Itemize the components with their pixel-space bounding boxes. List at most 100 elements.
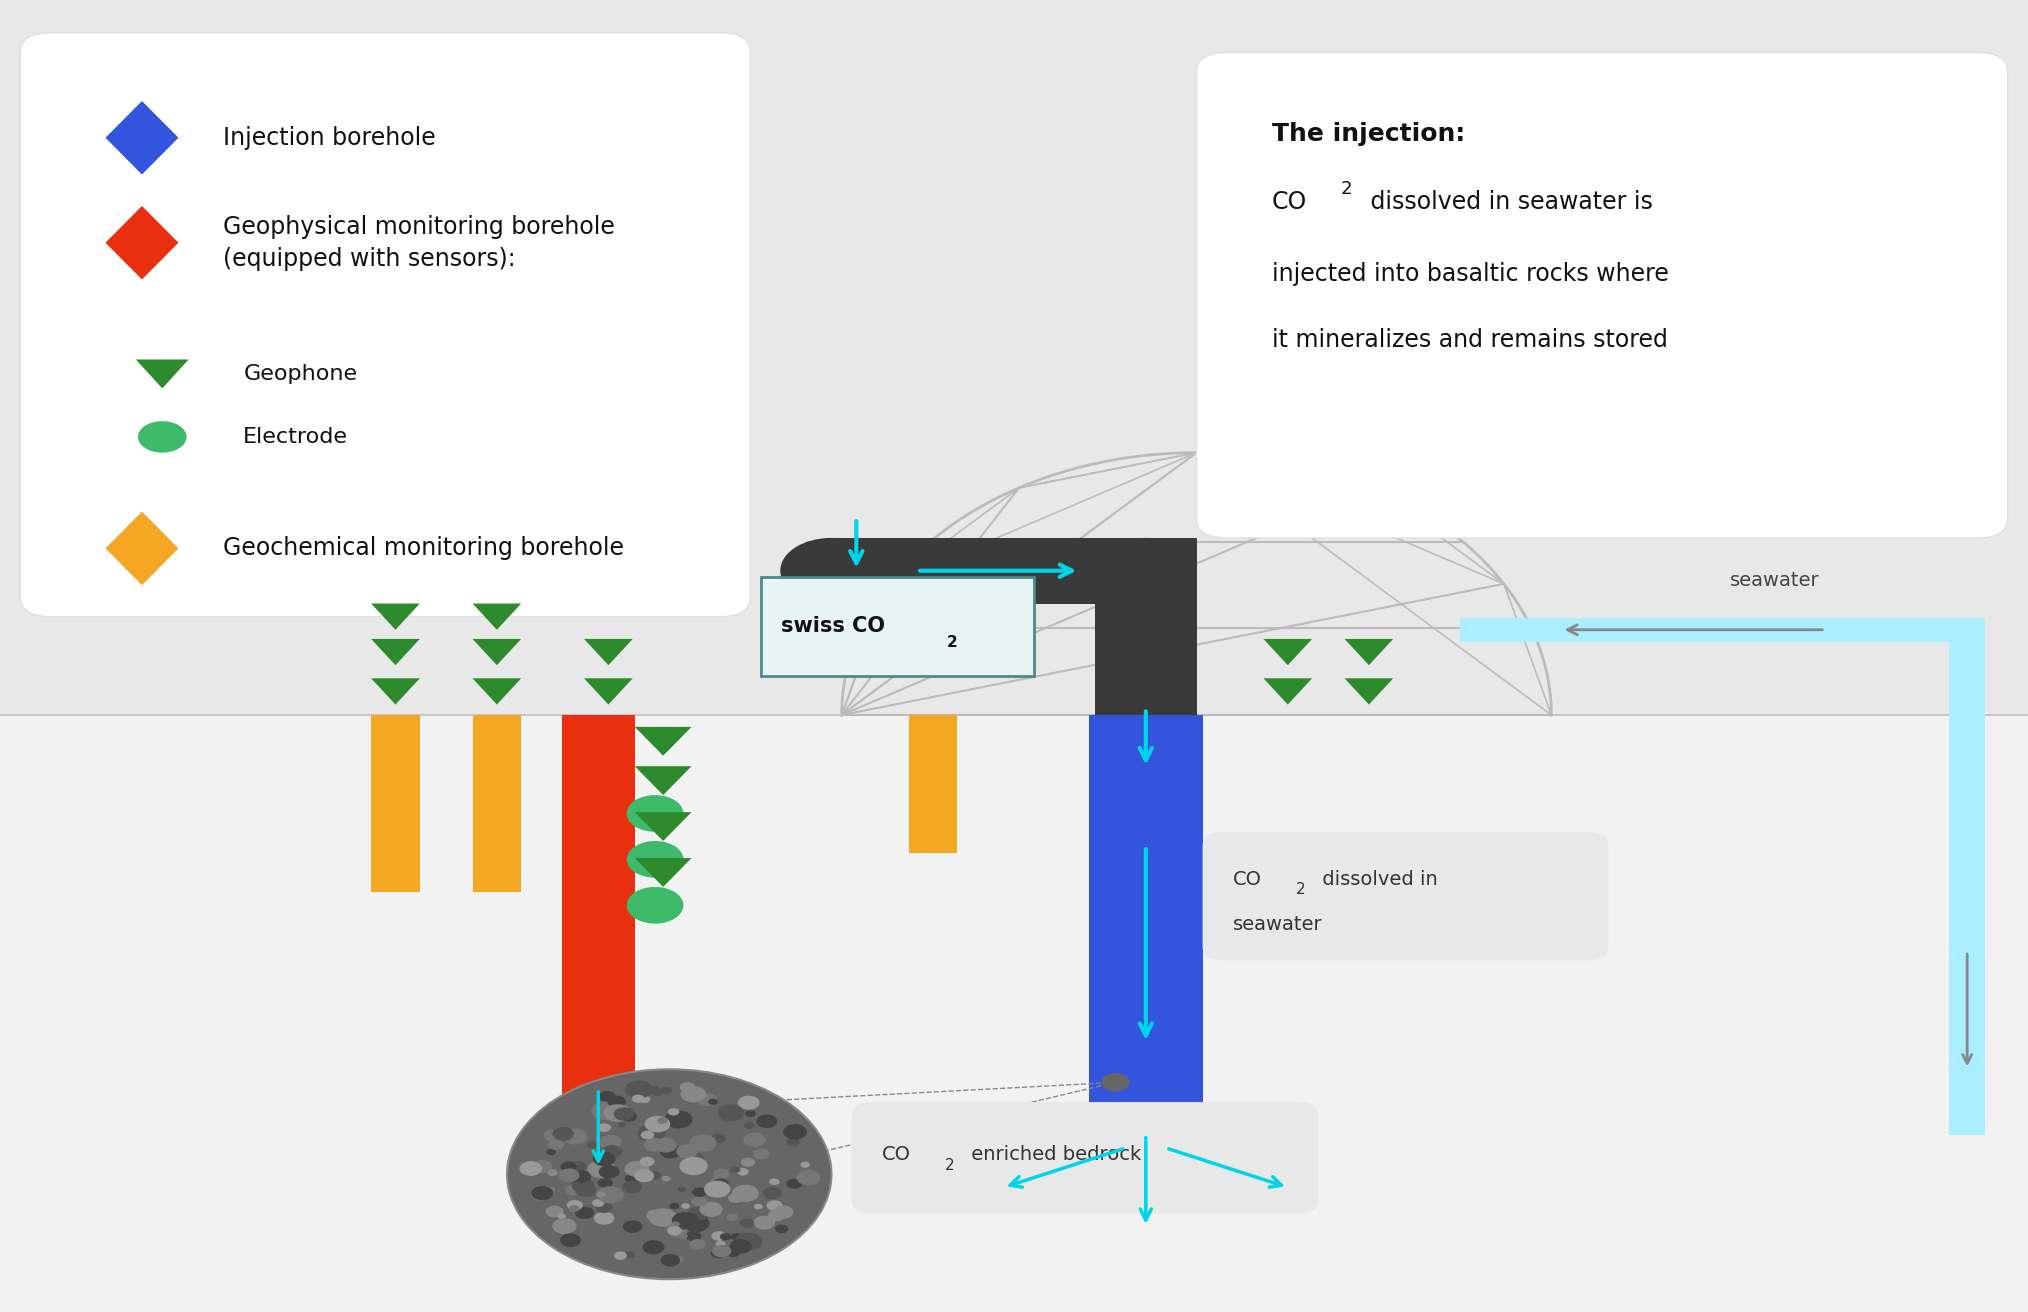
Circle shape <box>639 1157 655 1166</box>
Bar <box>1095 538 1197 722</box>
Circle shape <box>566 1200 582 1211</box>
Circle shape <box>614 1252 627 1260</box>
Circle shape <box>649 1086 659 1093</box>
Circle shape <box>797 1170 821 1185</box>
Text: dissolved in: dissolved in <box>1316 870 1438 888</box>
Circle shape <box>698 1093 718 1106</box>
Polygon shape <box>371 678 420 705</box>
Circle shape <box>558 1214 566 1219</box>
Circle shape <box>602 1219 610 1224</box>
Circle shape <box>548 1169 558 1176</box>
Circle shape <box>602 1145 623 1158</box>
Circle shape <box>783 1124 807 1140</box>
Bar <box>831 538 1197 604</box>
Bar <box>1949 618 1985 1135</box>
Circle shape <box>614 1107 635 1120</box>
Polygon shape <box>635 766 692 795</box>
Circle shape <box>769 1210 785 1221</box>
Circle shape <box>531 1160 552 1173</box>
Circle shape <box>692 1187 708 1197</box>
Text: 2: 2 <box>947 635 957 649</box>
Circle shape <box>712 1134 726 1143</box>
Circle shape <box>671 1212 700 1229</box>
Circle shape <box>544 1130 562 1141</box>
Circle shape <box>744 1110 756 1117</box>
Circle shape <box>692 1197 708 1207</box>
Polygon shape <box>584 678 633 705</box>
Circle shape <box>787 1138 799 1147</box>
Bar <box>1460 618 1967 642</box>
Circle shape <box>572 1170 590 1183</box>
Circle shape <box>679 1157 708 1176</box>
Circle shape <box>586 1141 598 1148</box>
Circle shape <box>635 1169 655 1182</box>
Circle shape <box>647 1172 661 1179</box>
Circle shape <box>744 1122 754 1130</box>
Circle shape <box>546 1206 564 1218</box>
Circle shape <box>754 1204 763 1210</box>
Circle shape <box>572 1178 594 1193</box>
Circle shape <box>548 1140 564 1151</box>
Bar <box>805 542 907 581</box>
Circle shape <box>588 1160 617 1178</box>
Text: The injection:: The injection: <box>1272 122 1464 146</box>
Circle shape <box>621 1111 637 1122</box>
Circle shape <box>781 538 882 604</box>
Circle shape <box>637 1124 665 1141</box>
Circle shape <box>661 1254 679 1266</box>
Circle shape <box>649 1208 677 1227</box>
Circle shape <box>576 1183 596 1198</box>
Bar <box>473 715 521 892</box>
Circle shape <box>720 1233 730 1240</box>
Circle shape <box>596 1186 625 1203</box>
Polygon shape <box>371 604 420 630</box>
Circle shape <box>692 1086 704 1096</box>
Text: 2: 2 <box>1341 180 1353 198</box>
FancyBboxPatch shape <box>760 577 1034 676</box>
Circle shape <box>647 1210 665 1221</box>
Circle shape <box>679 1082 696 1093</box>
Bar <box>1089 715 1203 1200</box>
Polygon shape <box>635 812 692 841</box>
Circle shape <box>763 1187 783 1199</box>
Text: it mineralizes and remains stored: it mineralizes and remains stored <box>1272 328 1667 352</box>
Text: seawater: seawater <box>1730 572 1819 590</box>
FancyBboxPatch shape <box>1203 832 1608 960</box>
Circle shape <box>596 1191 606 1198</box>
Text: swiss CO: swiss CO <box>781 617 884 636</box>
Circle shape <box>594 1202 612 1214</box>
Circle shape <box>712 1231 726 1241</box>
Circle shape <box>756 1114 777 1128</box>
Polygon shape <box>635 858 692 887</box>
Text: CO: CO <box>1233 870 1261 888</box>
Circle shape <box>1101 1073 1130 1092</box>
Circle shape <box>598 1178 612 1187</box>
Circle shape <box>598 1123 610 1132</box>
Circle shape <box>744 1132 767 1147</box>
Polygon shape <box>371 639 420 665</box>
Text: injected into basaltic rocks where: injected into basaltic rocks where <box>1272 262 1669 286</box>
Circle shape <box>627 795 683 832</box>
Circle shape <box>685 1231 702 1241</box>
Circle shape <box>681 1214 710 1232</box>
Circle shape <box>667 1223 687 1237</box>
Circle shape <box>661 1176 671 1181</box>
Circle shape <box>728 1249 740 1257</box>
FancyBboxPatch shape <box>1197 52 2008 538</box>
Circle shape <box>548 1186 556 1191</box>
Circle shape <box>726 1214 738 1221</box>
Bar <box>0 715 2028 1312</box>
Circle shape <box>754 1149 769 1160</box>
Text: CO: CO <box>882 1145 911 1164</box>
Polygon shape <box>473 639 521 665</box>
Circle shape <box>576 1207 594 1219</box>
FancyBboxPatch shape <box>852 1102 1318 1214</box>
Circle shape <box>623 1220 643 1233</box>
Circle shape <box>712 1178 728 1189</box>
Circle shape <box>641 1131 655 1139</box>
Circle shape <box>700 1202 722 1216</box>
Circle shape <box>687 1207 710 1220</box>
Circle shape <box>704 1181 730 1198</box>
Circle shape <box>787 1178 803 1189</box>
Circle shape <box>507 1069 831 1279</box>
